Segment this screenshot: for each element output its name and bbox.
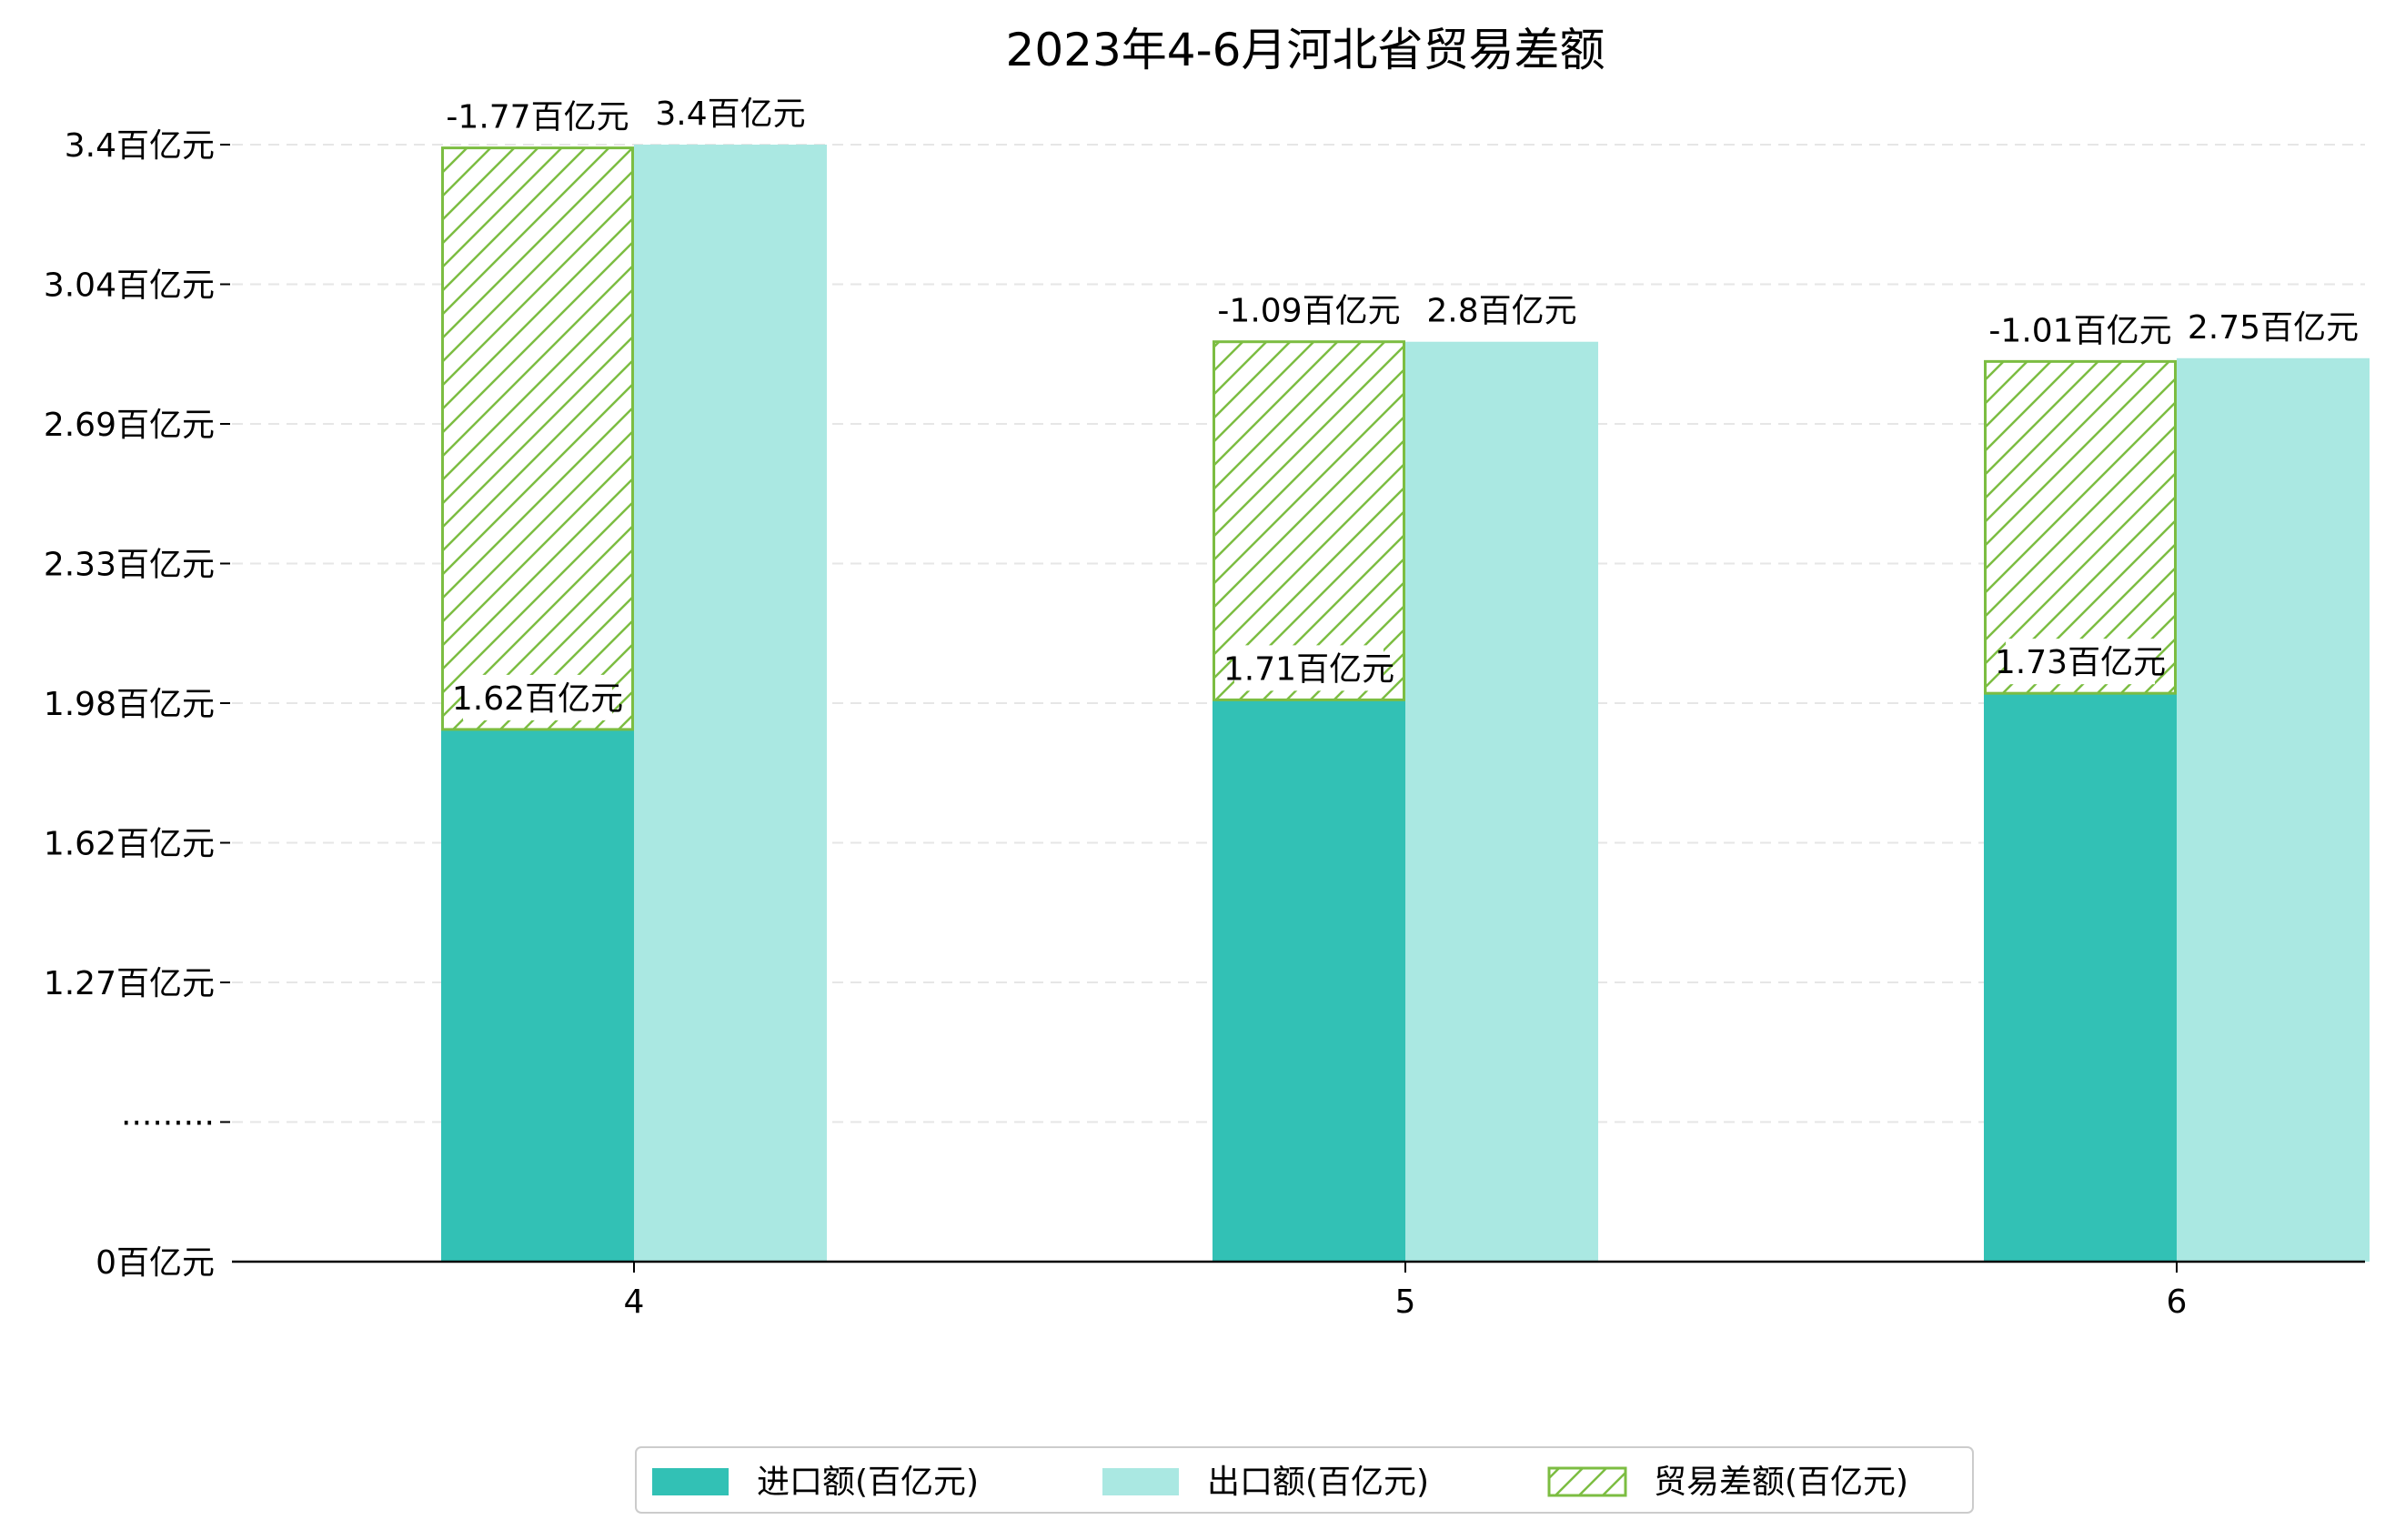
legend-box bbox=[635, 1446, 1974, 1514]
y-tick-label: 1.27百亿元 bbox=[44, 965, 215, 1002]
export-value-label-bg bbox=[665, 90, 796, 136]
x-tick-label: 6 bbox=[2167, 1283, 2188, 1321]
export-bar bbox=[634, 145, 827, 1262]
balance-bar bbox=[1984, 359, 2177, 695]
legend-entry-label: 贸易差额(百亿元) bbox=[1654, 1464, 1908, 1501]
y-tick-label: 1.98百亿元 bbox=[44, 686, 215, 723]
y-tick-label: 2.33百亿元 bbox=[44, 547, 215, 584]
legend-entry-label: 出口额(百亿元) bbox=[1207, 1464, 1429, 1501]
import-bar bbox=[1984, 693, 2177, 1262]
legend: 进口额(百亿元) 出口额(百亿元) 贸易差额(百亿元) bbox=[635, 1446, 1974, 1514]
legend-swatch bbox=[1102, 1468, 1179, 1495]
y-tick-label: ········· bbox=[121, 1105, 215, 1142]
import-bar bbox=[441, 729, 634, 1262]
export-value-label-bg bbox=[1436, 287, 1567, 333]
export-bar bbox=[2177, 357, 2370, 1262]
export-value-label: 2.8百亿元 bbox=[1426, 293, 1576, 330]
balance-value-label: -1.01百亿元 bbox=[1988, 312, 2171, 349]
import-value-label: 1.71百亿元 bbox=[1223, 650, 1394, 688]
chart-title: 2023年4-6月河北省贸易差额 bbox=[1006, 24, 1605, 76]
bars bbox=[441, 145, 2370, 1262]
import-value-label: 1.73百亿元 bbox=[1995, 644, 2166, 681]
x-tick-label: 4 bbox=[624, 1283, 645, 1321]
data-labels: 3.4百亿元 -1.77百亿元 1.62百亿元 2.8百亿元 -1.09百亿元 1.71百… bbox=[446, 90, 2359, 720]
import-value-label-bg bbox=[463, 674, 612, 720]
balance-value-label: -1.09百亿元 bbox=[1217, 293, 1400, 330]
balance-value-label-bg bbox=[454, 93, 621, 139]
import-value-label-bg bbox=[2006, 639, 2155, 685]
balance-bar bbox=[1213, 340, 1405, 701]
export-value-label: 2.75百亿元 bbox=[2188, 309, 2359, 347]
legend-swatch bbox=[1547, 1466, 1627, 1497]
balance-value-label-bg bbox=[1997, 307, 2164, 353]
y-tick-label: 3.4百亿元 bbox=[65, 127, 215, 165]
import-bar bbox=[1213, 700, 1405, 1262]
y-tick-label: 0百亿元 bbox=[96, 1244, 215, 1282]
export-value-label-bg bbox=[2199, 303, 2348, 349]
legend-swatch bbox=[652, 1468, 729, 1495]
balance-value-label: -1.77百亿元 bbox=[446, 99, 629, 136]
balance-bar bbox=[441, 146, 634, 731]
export-bar bbox=[1405, 341, 1598, 1262]
x-tick-label: 5 bbox=[1395, 1283, 1416, 1321]
import-value-label-bg bbox=[1234, 645, 1384, 691]
axes: 0百亿元 ········· 1.27百亿元 1.62百亿元 1.98百亿元 2.33百亿… bbox=[44, 127, 2365, 1321]
y-tick-label: 3.04百亿元 bbox=[44, 267, 215, 305]
y-tick-label: 1.62百亿元 bbox=[44, 826, 215, 863]
y-tick-label: 2.69百亿元 bbox=[44, 407, 215, 444]
legend-entry-label: 进口额(百亿元) bbox=[757, 1464, 979, 1501]
balance-value-label-bg bbox=[1225, 287, 1393, 333]
import-value-label: 1.62百亿元 bbox=[452, 680, 623, 718]
export-value-label: 3.4百亿元 bbox=[655, 96, 805, 133]
